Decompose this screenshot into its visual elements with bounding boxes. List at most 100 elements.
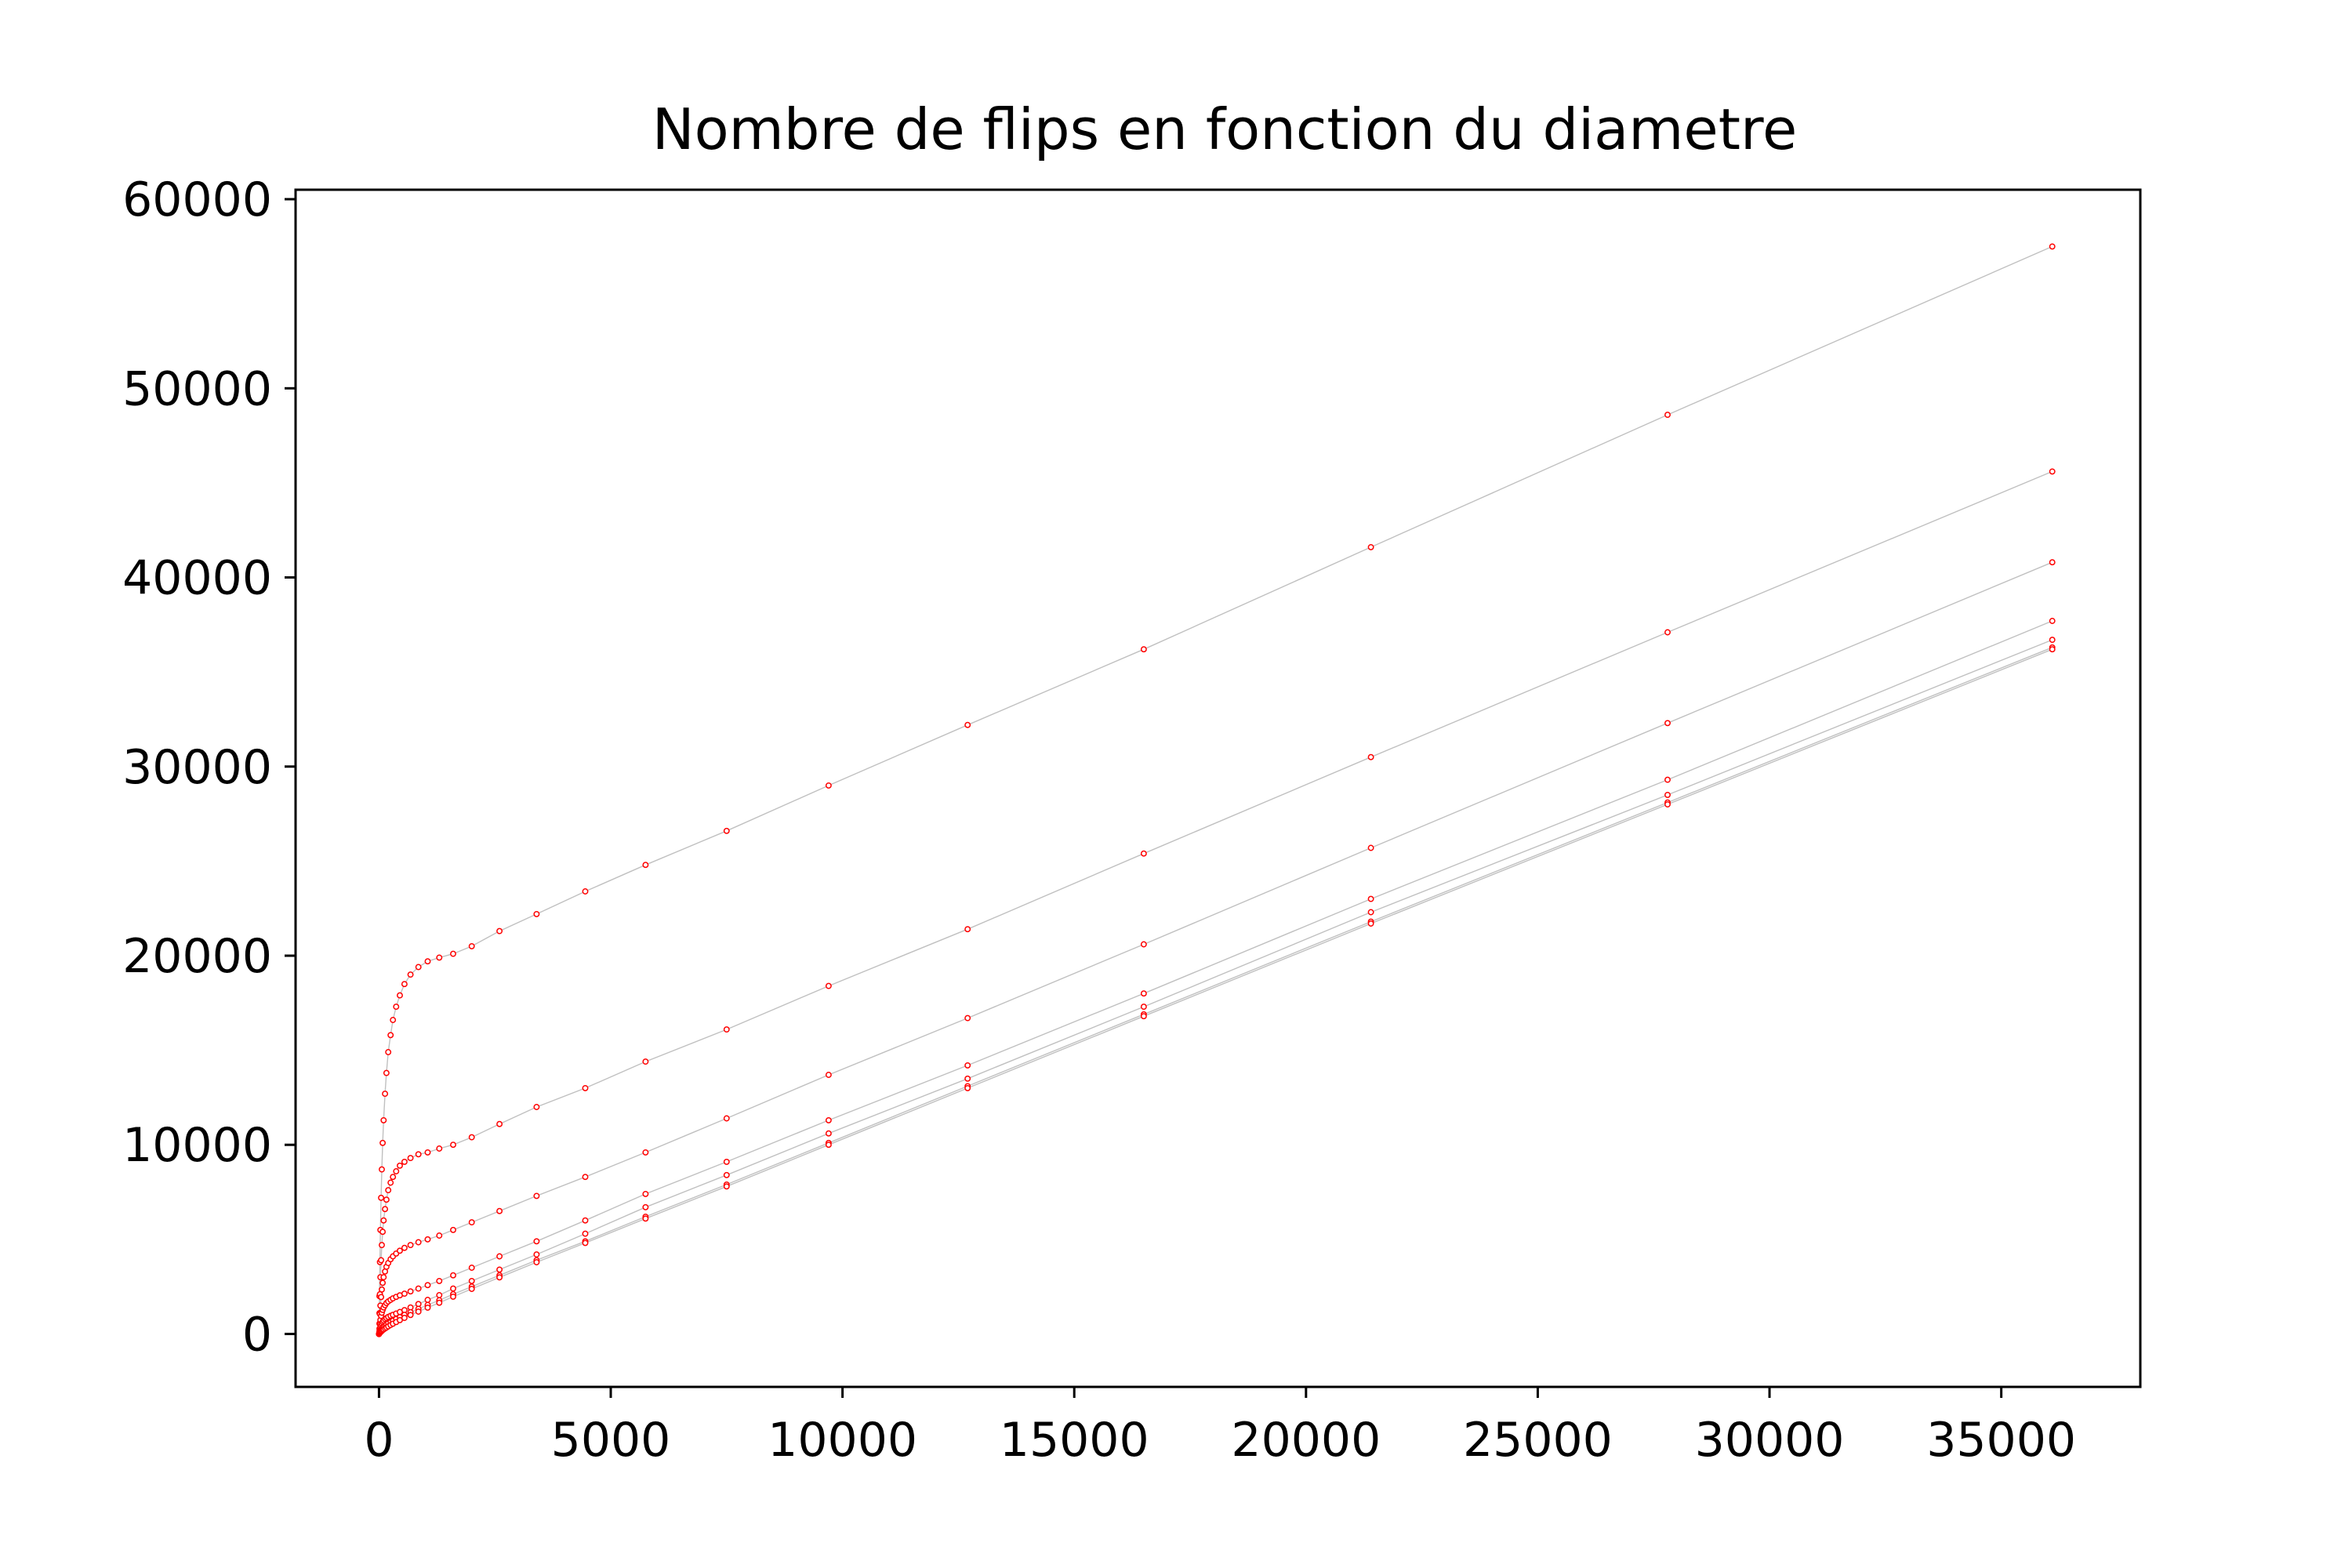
data-point: [723, 1158, 730, 1165]
data-point: [496, 927, 503, 935]
data-point: [385, 1049, 392, 1055]
y-tick-label: 10000: [122, 1118, 272, 1173]
data-point: [825, 1130, 832, 1137]
data-point: [533, 910, 540, 917]
data-point: [1367, 909, 1374, 916]
data-point: [401, 1290, 408, 1298]
data-point: [1664, 776, 1671, 783]
data-point: [825, 982, 832, 989]
data-point: [450, 1285, 456, 1292]
data-point: [533, 1238, 540, 1245]
data-point: [642, 1190, 649, 1197]
x-tick-label: 20000: [1231, 1413, 1381, 1468]
data-point: [1664, 629, 1671, 636]
data-point: [387, 1032, 394, 1039]
data-point: [1367, 844, 1374, 851]
x-tick-label: 25000: [1463, 1413, 1613, 1468]
data-point: [401, 1244, 408, 1251]
data-point: [383, 1196, 390, 1203]
data-point: [401, 1315, 408, 1321]
data-point: [415, 1239, 422, 1246]
data-point: [379, 1242, 385, 1249]
data-point: [378, 1257, 385, 1264]
data-point: [379, 1166, 385, 1173]
data-point: [450, 1272, 456, 1279]
data-point: [582, 1174, 589, 1181]
data-point: [723, 1026, 730, 1033]
data-point: [1664, 412, 1671, 419]
y-tick-label: 0: [242, 1307, 272, 1362]
data-point: [382, 1091, 389, 1098]
data-point: [415, 1151, 422, 1158]
data-point: [401, 1158, 408, 1165]
data-point: [496, 1120, 503, 1127]
x-tick-label: 10000: [768, 1413, 917, 1468]
data-point: [436, 954, 443, 961]
data-point: [379, 1139, 387, 1146]
data-point: [533, 1192, 540, 1200]
data-point: [2049, 646, 2056, 653]
data-point: [642, 1203, 649, 1210]
data-point: [723, 827, 730, 834]
data-point: [397, 1247, 403, 1254]
data-point: [642, 1149, 649, 1156]
data-point: [407, 1155, 414, 1162]
data-point: [496, 1253, 503, 1260]
data-point: [964, 1084, 971, 1091]
data-point: [385, 1187, 392, 1194]
data-point: [382, 1206, 389, 1213]
data-point: [2049, 618, 2056, 624]
data-point: [964, 926, 971, 933]
data-point: [1664, 720, 1671, 727]
data-point: [379, 1286, 385, 1293]
data-point: [407, 1312, 414, 1319]
data-point: [390, 1174, 397, 1181]
data-point: [1140, 990, 1147, 997]
data-point: [1140, 646, 1147, 653]
x-tick-label: 30000: [1695, 1413, 1845, 1468]
y-tick-label: 60000: [122, 172, 272, 227]
data-point: [436, 1277, 443, 1284]
data-point: [533, 1104, 540, 1110]
data-point: [380, 1274, 387, 1281]
chart-title: Nombre de flips en fonction du diametre: [652, 96, 1798, 162]
y-tick-label: 30000: [122, 740, 272, 795]
data-point: [378, 1194, 385, 1201]
data-point: [380, 1217, 387, 1224]
data-point: [379, 1229, 387, 1236]
data-point: [424, 1304, 431, 1311]
data-point: [642, 1058, 649, 1065]
data-point: [1140, 1013, 1147, 1020]
data-point: [964, 721, 971, 728]
data-point: [424, 1149, 431, 1156]
data-point: [582, 1230, 589, 1237]
data-point: [424, 1297, 431, 1303]
data-point: [723, 1115, 730, 1122]
data-point: [1664, 791, 1671, 798]
data-point: [2049, 243, 2056, 250]
data-point: [407, 1288, 414, 1295]
data-point: [1367, 753, 1374, 760]
data-point: [407, 1242, 414, 1249]
data-point: [415, 964, 422, 971]
data-point: [397, 1162, 403, 1169]
data-point: [424, 1236, 431, 1243]
x-tick-label: 0: [364, 1413, 394, 1468]
data-point: [723, 1171, 730, 1178]
data-point: [964, 1014, 971, 1022]
data-point: [468, 1219, 475, 1226]
data-point: [407, 971, 414, 978]
data-point: [468, 942, 475, 949]
data-point: [436, 1232, 443, 1239]
data-point: [436, 1145, 443, 1152]
data-point: [383, 1069, 390, 1076]
data-point: [379, 1279, 387, 1287]
data-point: [582, 1240, 589, 1247]
data-point: [496, 1274, 503, 1281]
data-point: [468, 1134, 475, 1141]
data-point: [582, 1084, 589, 1091]
data-point: [1140, 1004, 1147, 1011]
data-point: [1367, 543, 1374, 550]
data-point: [825, 782, 832, 789]
data-point: [378, 1294, 385, 1301]
